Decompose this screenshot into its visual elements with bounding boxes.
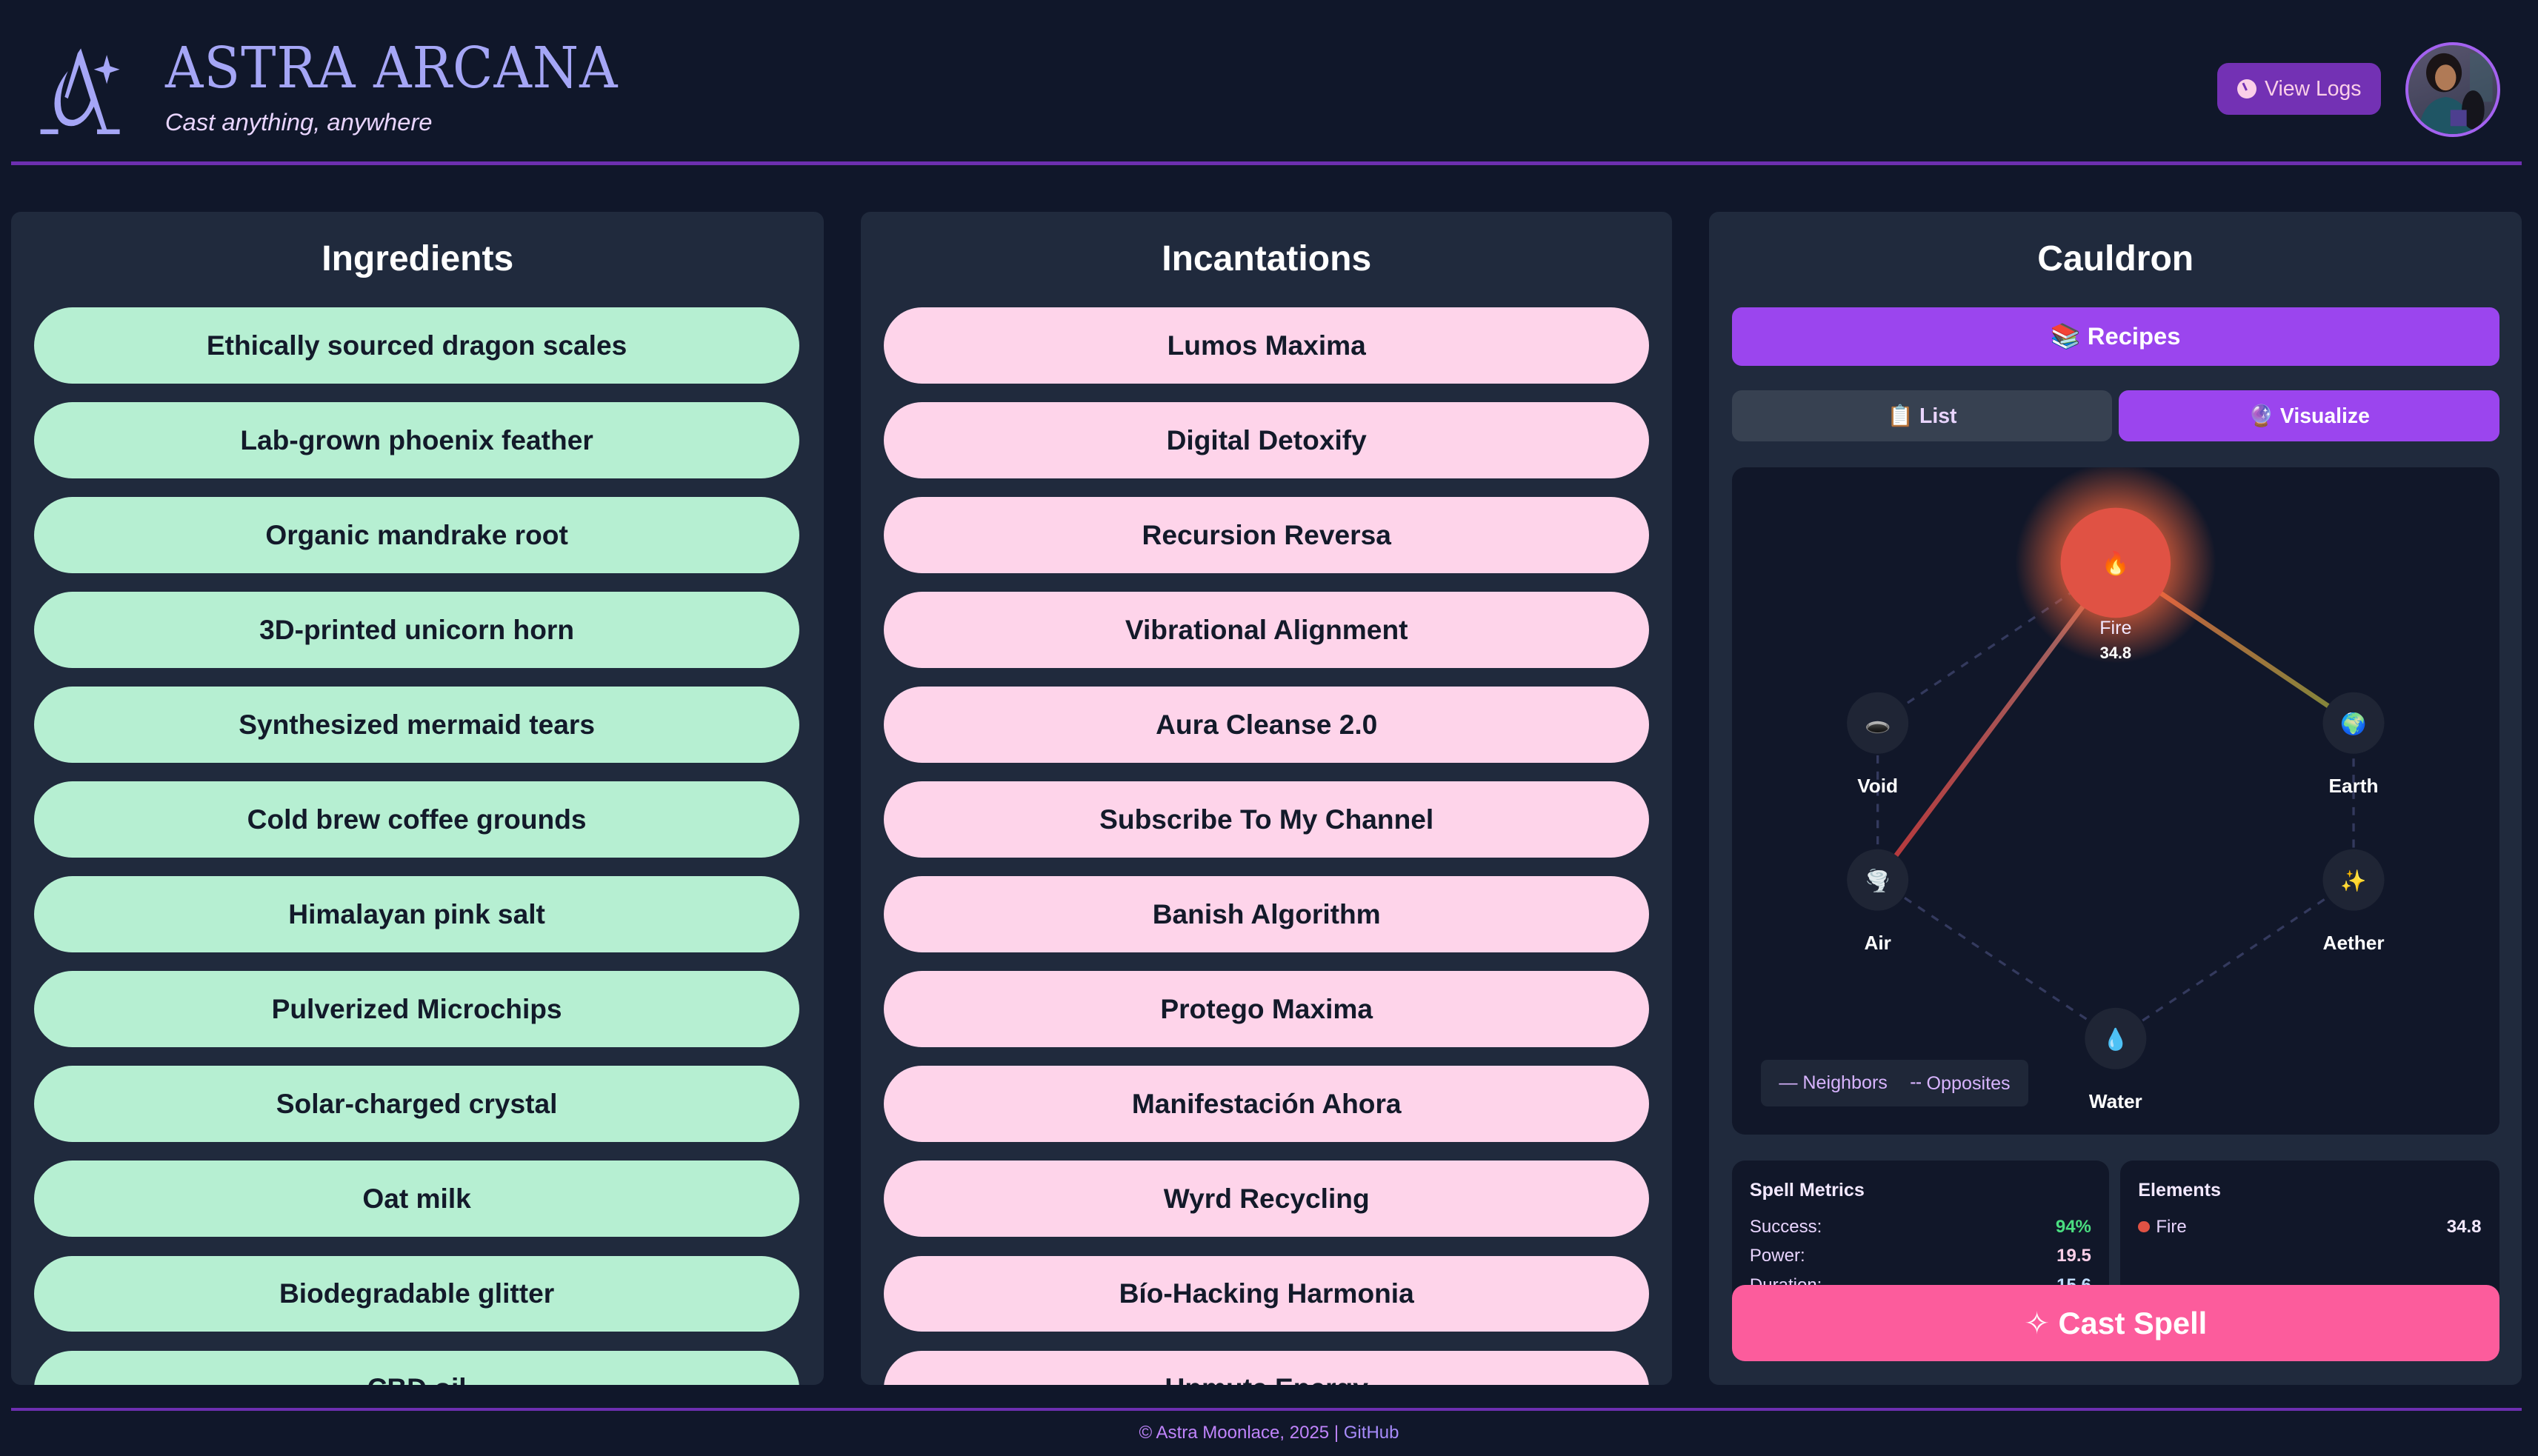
list-item[interactable]: Solar-charged crystal — [33, 1066, 800, 1143]
legend-opposites: ╌ Opposites — [1910, 1072, 2011, 1094]
app-title: ASTRA ARCANA — [164, 36, 619, 102]
list-item[interactable]: Wyrd Recycling — [883, 1161, 1650, 1238]
app-subtitle: Cast anything, anywhere — [164, 108, 433, 136]
element-label: Water — [2089, 1091, 2142, 1113]
cast-spell-button[interactable]: ✧ Cast Spell — [1731, 1284, 2499, 1361]
list-item[interactable]: Pulverized Microchips — [33, 971, 800, 1048]
header-divider — [11, 161, 2522, 165]
footer: © Astra Moonlace, 2025 | GitHub — [0, 1423, 2538, 1443]
list-item[interactable]: Manifestación Ahora — [883, 1066, 1650, 1143]
ingredients-title: Ingredients — [322, 238, 514, 279]
avatar-portrait — [2417, 53, 2493, 134]
element-node-earth[interactable] — [2322, 692, 2385, 755]
opposite-link — [2114, 879, 2354, 1041]
aether-icon: ✨ — [2340, 870, 2366, 894]
list-item[interactable]: Banish Algorithm — [883, 876, 1650, 953]
view-logs-label: View Logs — [2265, 76, 2362, 101]
metric-power: Power: 19.5 — [1749, 1246, 2091, 1266]
footer-divider — [11, 1407, 2522, 1412]
incantations-title: Incantations — [1162, 238, 1372, 279]
element-value: 34.8 — [2099, 644, 2131, 662]
list-item[interactable]: Aura Cleanse 2.0 — [883, 687, 1650, 763]
list-item[interactable]: Digital Detoxify — [883, 402, 1650, 478]
clock-icon — [2236, 79, 2257, 99]
element-label: Air — [1864, 932, 1891, 955]
footer-copyright: © Astra Moonlace, 2025 | — [1139, 1422, 1344, 1443]
list-item[interactable]: Biodegradable glitter — [33, 1255, 800, 1332]
list-item[interactable]: Unmute Energy — [883, 1350, 1650, 1386]
fire-icon: 🔥 — [2102, 550, 2130, 576]
element-node-fire[interactable] — [2060, 508, 2171, 618]
tab-visualize[interactable]: 🔮 Visualize — [2119, 390, 2499, 442]
fire-dot-icon — [2138, 1220, 2150, 1233]
list-item[interactable]: Ethically sourced dragon scales — [33, 307, 800, 384]
list-item[interactable]: Oat milk — [33, 1161, 800, 1238]
element-label: Void — [1857, 775, 1898, 798]
earth-icon: 🌍 — [2340, 712, 2366, 737]
view-logs-button[interactable]: View Logs — [2217, 63, 2382, 116]
element-label: Aether — [2322, 932, 2384, 955]
recipes-button[interactable]: 📚 Recipes — [1731, 307, 2499, 366]
list-item[interactable]: Lab-grown phoenix feather — [33, 402, 800, 478]
list-item[interactable]: Recursion Reversa — [883, 497, 1650, 573]
list-item[interactable]: Cold brew coffee grounds — [33, 781, 800, 858]
air-icon: 🌪️ — [1865, 869, 1891, 895]
avatar[interactable] — [2405, 41, 2500, 137]
water-icon: 💧 — [2102, 1028, 2128, 1052]
list-item[interactable]: Subscribe To My Channel — [883, 781, 1650, 858]
element-node-water[interactable] — [2085, 1008, 2147, 1070]
elements-title: Elements — [2138, 1179, 2221, 1200]
element-row-fire: Fire 34.8 — [2138, 1217, 2482, 1238]
list-item[interactable]: CBD oil — [33, 1350, 800, 1386]
element-visualization[interactable]: 🔥 Fire 34.8 🌍 Earth ✨ Aether 💧 Water 🌪️ Air 🕳️ Void … — [1731, 462, 2499, 1135]
list-item[interactable]: Vibrational Alignment — [883, 592, 1650, 668]
list-item[interactable]: Synthesized mermaid tears — [33, 687, 800, 763]
element-node-void[interactable] — [1847, 692, 1909, 755]
cauldron-panel: Cauldron 📚 Recipes 📋 List 🔮 Visualize 🔥 F… — [1709, 212, 2522, 1386]
spell-metrics-title: Spell Metrics — [1749, 1179, 1865, 1200]
legend-neighbors: — Neighbors — [1779, 1072, 1888, 1094]
graph-legend: — Neighbors ╌ Opposites — [1761, 1060, 2028, 1107]
element-node-aether[interactable] — [2322, 849, 2385, 912]
tab-list[interactable]: 📋 List — [1731, 390, 2113, 442]
ingredients-panel: Ingredients Ethically sourced dragon sca… — [11, 212, 825, 1386]
metric-success: Success: 94% — [1749, 1217, 2091, 1238]
cauldron-title: Cauldron — [2037, 238, 2194, 279]
list-item[interactable]: Himalayan pink salt — [33, 876, 800, 953]
list-item[interactable]: Organic mandrake root — [33, 497, 800, 573]
list-item[interactable]: Protego Maxima — [883, 971, 1650, 1048]
element-label: Fire — [2099, 618, 2131, 638]
list-item[interactable]: Bío-Hacking Harmonia — [883, 1255, 1650, 1332]
void-icon: 🕳️ — [1862, 713, 1894, 737]
incantations-panel: Incantations Lumos Maxima Digital Detoxif… — [861, 212, 1673, 1386]
github-link[interactable]: GitHub — [1343, 1422, 1399, 1443]
list-item[interactable]: Lumos Maxima — [883, 307, 1650, 384]
element-node-air[interactable] — [1847, 849, 1909, 912]
element-graph: 🔥 Fire 34.8 🌍 Earth ✨ Aether 💧 Water 🌪️ Air 🕳️ Void — [1847, 462, 2385, 1113]
list-item[interactable]: 3D-printed unicorn horn — [33, 592, 800, 668]
opposite-link — [1876, 879, 2116, 1041]
element-label: Earth — [2328, 775, 2378, 798]
astra-arcana-logo — [40, 48, 120, 135]
